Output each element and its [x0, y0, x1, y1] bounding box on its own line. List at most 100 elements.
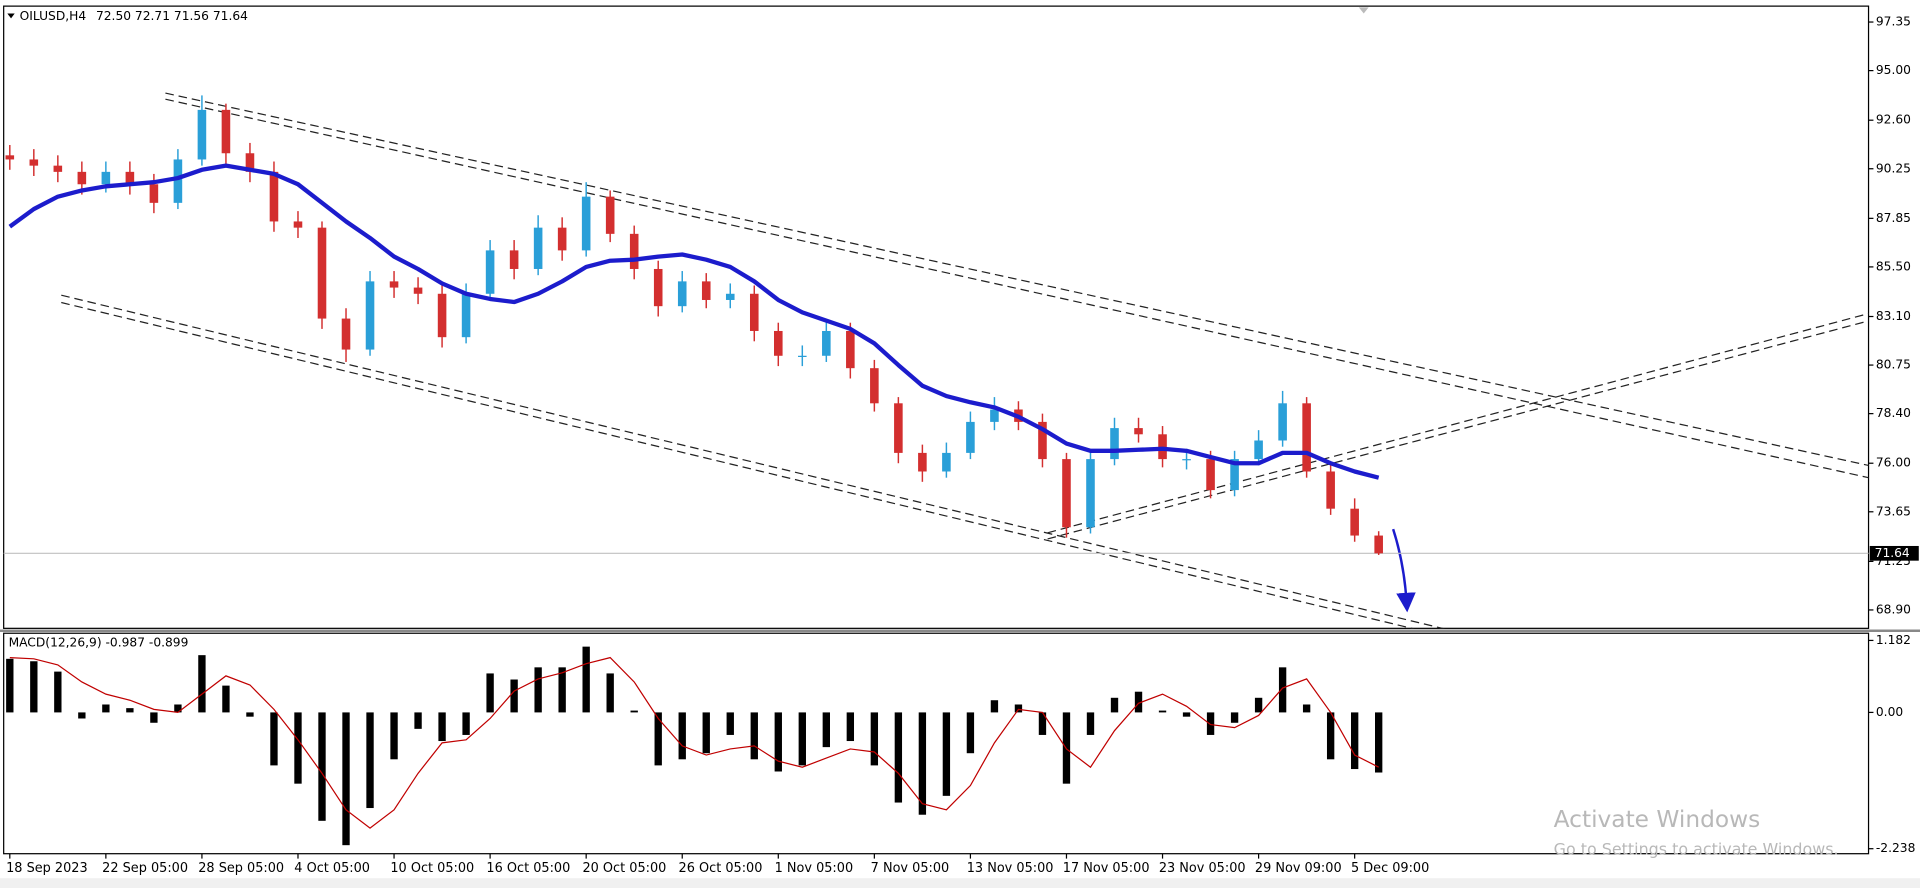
macd-bar — [678, 712, 686, 760]
channel-upper-line — [165, 92, 1869, 467]
macd-bar — [822, 712, 830, 748]
candle-body — [1062, 459, 1071, 528]
candle-body — [293, 221, 303, 228]
candle-body — [1206, 459, 1215, 491]
candle-body — [413, 287, 423, 294]
candle-body — [437, 293, 447, 338]
macd-bar — [534, 667, 542, 713]
macd-bar — [1326, 712, 1335, 760]
y-tick-label: 87.85 — [1876, 211, 1911, 225]
macd-bar — [6, 658, 14, 713]
macd-bar — [78, 712, 86, 719]
candle-body — [149, 184, 159, 203]
macd-bar — [1278, 667, 1287, 713]
candle-body — [221, 109, 231, 154]
macd-bar — [318, 712, 326, 821]
macd-header: MACD(12,26,9) -0.987 -0.899 — [9, 636, 189, 650]
macd-bar — [798, 712, 806, 766]
x-tick-label: 26 Oct 05:00 — [679, 861, 763, 876]
forecast-arrow — [1391, 528, 1416, 613]
y-tick-label: 95.00 — [1876, 63, 1911, 77]
macd-bar — [1350, 712, 1359, 770]
candle-body — [581, 196, 591, 251]
macd-bar — [1302, 704, 1311, 713]
candle-body — [701, 281, 711, 300]
macd-bar — [894, 712, 903, 803]
shift-marker — [1358, 7, 1369, 14]
macd-bar — [102, 704, 110, 713]
x-tick-label: 23 Nov 05:00 — [1159, 861, 1246, 876]
candle-body — [774, 330, 783, 356]
y-tick-label: 90.25 — [1876, 161, 1911, 175]
candle-body — [1182, 459, 1191, 461]
candle-body — [245, 153, 255, 172]
candle-body — [53, 165, 63, 172]
candle-body — [798, 355, 807, 357]
x-tick-label: 17 Nov 05:00 — [1063, 861, 1150, 876]
candle-body — [1230, 459, 1239, 491]
macd-bar — [630, 710, 638, 713]
candle-body — [5, 155, 15, 160]
candle-body — [1134, 428, 1143, 435]
macd-bar — [1206, 712, 1215, 735]
candle-body — [846, 330, 855, 369]
macd-bar — [966, 712, 975, 754]
candle-body — [605, 196, 615, 234]
candle-body — [317, 227, 327, 319]
candle-body — [749, 293, 759, 331]
macd-bar — [1158, 710, 1167, 713]
x-tick-label: 5 Dec 09:00 — [1351, 861, 1429, 876]
trendlines — [61, 92, 1869, 629]
symbol: OILUSD,H4 — [20, 8, 87, 22]
watermark-subtitle: Go to Settings to activate Windows. — [1554, 840, 1839, 859]
rising-line — [1047, 320, 1869, 540]
candle-body — [269, 171, 279, 222]
channel-upper-line — [165, 98, 1869, 479]
macd-bar — [270, 712, 278, 766]
macd-bar — [1230, 712, 1239, 723]
macd-bar — [486, 673, 494, 713]
x-tick-label: 28 Sep 05:00 — [198, 861, 284, 876]
candle-body — [29, 159, 39, 166]
candle-body — [77, 171, 87, 185]
candle-body — [533, 227, 543, 269]
macd-bar — [846, 712, 855, 742]
candle-body — [629, 233, 639, 269]
menu-marker — [7, 13, 15, 19]
x-tick-label: 18 Sep 2023 — [6, 861, 88, 876]
y-tick-label: 68.90 — [1876, 602, 1911, 616]
macd-bar — [558, 667, 566, 713]
y-tick-label: 97.35 — [1876, 15, 1911, 29]
candle-body — [1326, 471, 1335, 509]
candle-body — [966, 421, 975, 453]
macd-bar — [246, 712, 254, 717]
macd-bar — [30, 661, 38, 713]
candle-body — [990, 409, 999, 422]
macd-bar — [126, 708, 134, 713]
price-panel-frame — [3, 5, 1870, 629]
macd-bar — [462, 712, 470, 735]
candle-body — [461, 293, 471, 338]
macd-bar — [174, 704, 182, 713]
candle-body — [918, 452, 927, 472]
macd-bar — [750, 712, 758, 760]
macd-bar — [1374, 712, 1383, 773]
y-tick-label: 85.50 — [1876, 259, 1911, 273]
y-tick-label: 73.65 — [1876, 504, 1911, 518]
y-tick-label: 1.182 — [1876, 633, 1911, 647]
candle-body — [509, 250, 519, 269]
candle-body — [557, 227, 567, 251]
macd-bar — [1110, 697, 1119, 713]
candle-body — [870, 368, 879, 404]
candle-body — [822, 330, 831, 356]
macd-bar — [1014, 704, 1023, 713]
macd-bar — [1134, 691, 1143, 713]
macd-panel-frame — [3, 632, 1870, 855]
y-tick-label: 76.00 — [1876, 456, 1911, 470]
rising-line — [1047, 312, 1869, 534]
candle-body — [125, 171, 135, 185]
x-tick-label: 1 Nov 05:00 — [775, 861, 854, 876]
x-tick-label: 16 Oct 05:00 — [486, 861, 570, 876]
